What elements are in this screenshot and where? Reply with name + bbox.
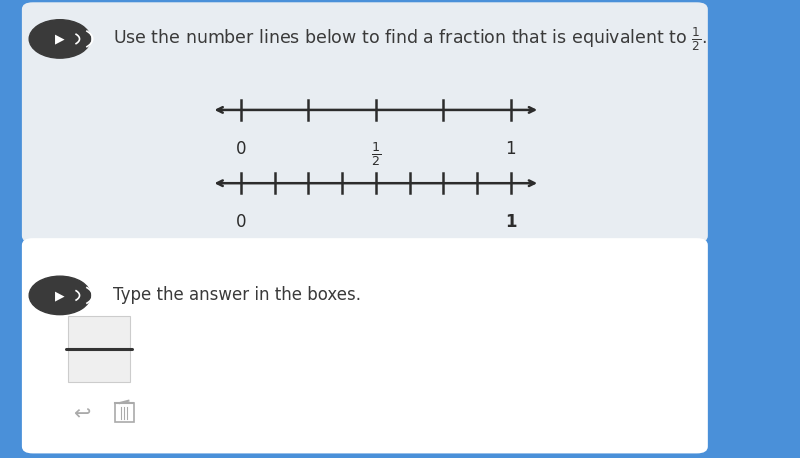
Text: $\frac{1}{2}$: $\frac{1}{2}$ [371,140,381,168]
Text: 0: 0 [235,213,246,231]
Text: ▶: ▶ [55,289,65,302]
Text: ▶: ▶ [55,33,65,45]
FancyBboxPatch shape [22,238,708,453]
Circle shape [29,276,90,315]
FancyBboxPatch shape [68,350,130,382]
Text: Type the answer in the boxes.: Type the answer in the boxes. [113,286,361,305]
Text: Use the number lines below to find a fraction that is equivalent to $\frac{1}{2}: Use the number lines below to find a fra… [113,25,707,53]
Text: 0: 0 [235,140,246,158]
Text: 1: 1 [505,213,517,231]
Circle shape [29,20,90,58]
FancyBboxPatch shape [22,2,708,243]
Text: ↩: ↩ [73,404,90,425]
Text: 1: 1 [506,140,516,158]
FancyBboxPatch shape [68,316,130,348]
